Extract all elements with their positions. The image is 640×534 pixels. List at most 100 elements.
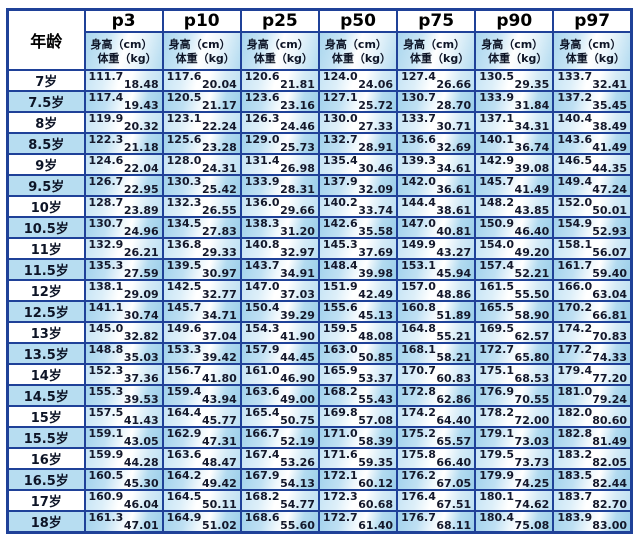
data-cell: 175.2 65.57 <box>396 426 477 449</box>
measure-header-cell: 身高（cm） 体重（kg） <box>396 31 477 71</box>
height-value: 117.4 <box>88 91 124 104</box>
height-value: 157.5 <box>88 406 124 419</box>
data-cell: 164.9 51.02 <box>161 510 242 534</box>
data-cell: 160.5 45.30 <box>83 468 164 491</box>
data-cell: 141.1 30.74 <box>83 300 164 323</box>
weight-value: 29.66 <box>280 204 315 217</box>
table-row: 10.5岁 130.7 24.96 134.5 27.83 138.3 31.20 142.6… <box>6 216 633 239</box>
height-value: 162.9 <box>166 427 202 440</box>
age-cell: 13岁 <box>6 321 86 344</box>
data-cell: 133.9 31.84 <box>474 90 555 113</box>
age-cell: 18岁 <box>6 510 86 534</box>
height-value: 128.0 <box>166 154 202 167</box>
data-cell: 179.5 73.73 <box>474 447 555 470</box>
height-value: 164.8 <box>401 322 436 335</box>
height-value: 130.5 <box>479 70 514 83</box>
weight-value: 60.83 <box>436 372 472 385</box>
table-row: 14岁 152.3 37.36 156.7 41.80 161.0 46.90 165.9 53… <box>6 363 633 386</box>
data-cell: 159.9 44.28 <box>83 447 164 470</box>
weight-value: 44.35 <box>592 162 627 175</box>
height-value: 183.5 <box>557 469 593 482</box>
weight-value: 67.51 <box>436 498 472 511</box>
data-cell: 183.5 82.44 <box>552 468 633 491</box>
weight-value: 24.96 <box>123 225 159 238</box>
data-cell: 182.0 80.60 <box>552 405 633 428</box>
weight-label: 体重（kg） <box>331 52 392 65</box>
height-value: 148.8 <box>88 343 124 356</box>
height-value: 170.2 <box>557 301 593 314</box>
age-cell: 14岁 <box>6 363 86 386</box>
data-cell: 176.9 70.55 <box>474 384 555 407</box>
height-value: 152.0 <box>557 196 593 209</box>
data-cell: 163.0 50.85 <box>317 342 399 365</box>
height-value: 134.5 <box>166 217 202 230</box>
data-cell: 128.0 24.31 <box>161 153 242 176</box>
data-cell: 138.1 29.09 <box>83 279 164 302</box>
table-row: 16.5岁 160.5 45.30 164.2 49.42 167.9 54.13 172.1… <box>6 468 633 491</box>
height-value: 154.0 <box>479 238 514 251</box>
data-cell: 154.9 52.93 <box>552 216 633 239</box>
age-cell: 9.5岁 <box>6 174 86 197</box>
weight-label: 体重（kg） <box>97 52 157 65</box>
data-cell: 175.1 68.53 <box>474 363 555 386</box>
height-value: 132.3 <box>166 196 202 209</box>
data-cell: 163.6 49.00 <box>239 384 320 407</box>
height-value: 163.6 <box>244 385 280 398</box>
height-value: 122.3 <box>88 133 124 146</box>
age-cell: 13.5岁 <box>6 342 86 365</box>
data-cell: 149.9 43.27 <box>396 237 477 260</box>
height-label: 身高（cm） <box>90 38 153 51</box>
height-label: 身高（cm） <box>559 38 622 51</box>
data-cell: 171.0 58.39 <box>317 426 399 449</box>
weight-value: 41.43 <box>123 414 159 427</box>
height-value: 152.3 <box>88 364 124 377</box>
weight-value: 29.35 <box>514 78 550 91</box>
age-cell: 12岁 <box>6 279 86 302</box>
height-value: 157.9 <box>244 343 280 356</box>
weight-value: 20.32 <box>123 120 159 133</box>
data-cell: 147.0 37.03 <box>239 279 320 302</box>
height-value: 148.4 <box>322 259 358 272</box>
height-value: 133.7 <box>401 112 436 125</box>
data-cell: 170.2 66.81 <box>552 300 633 323</box>
height-value: 168.6 <box>244 511 280 524</box>
weight-value: 39.08 <box>514 162 550 175</box>
weight-value: 22.24 <box>201 120 237 133</box>
weight-value: 73.73 <box>514 456 550 469</box>
height-value: 132.7 <box>322 133 358 146</box>
height-value: 145.7 <box>166 301 202 314</box>
height-value: 172.7 <box>479 343 514 356</box>
weight-value: 27.33 <box>358 120 394 133</box>
data-cell: 165.9 53.37 <box>317 363 399 386</box>
weight-value: 22.95 <box>123 183 159 196</box>
height-value: 180.1 <box>479 490 514 503</box>
weight-value: 28.31 <box>280 183 315 196</box>
data-cell: 124.6 22.04 <box>83 153 164 176</box>
weight-value: 75.08 <box>514 519 550 532</box>
data-cell: 145.7 41.49 <box>474 174 555 197</box>
height-value: 123.6 <box>244 91 280 104</box>
height-value: 172.3 <box>322 490 358 503</box>
table-row: 13岁 145.0 32.82 149.6 37.04 154.3 41.90 159.5 48… <box>6 321 633 344</box>
weight-value: 26.66 <box>436 78 472 91</box>
data-cell: 129.0 25.73 <box>239 132 320 155</box>
weight-value: 48.47 <box>201 456 237 469</box>
weight-value: 46.40 <box>514 225 550 238</box>
height-value: 167.4 <box>244 448 280 461</box>
weight-value: 25.73 <box>280 141 315 154</box>
height-value: 176.7 <box>401 511 436 524</box>
data-cell: 164.4 45.77 <box>161 405 242 428</box>
data-cell: 180.4 75.08 <box>474 510 555 534</box>
weight-value: 28.70 <box>436 99 472 112</box>
weight-value: 23.28 <box>201 141 237 154</box>
height-value: 133.9 <box>479 91 514 104</box>
data-cell: 145.7 34.71 <box>161 300 242 323</box>
age-cell: 10岁 <box>6 195 86 218</box>
age-cell: 14.5岁 <box>6 384 86 407</box>
weight-value: 53.37 <box>358 372 394 385</box>
weight-value: 44.28 <box>123 456 159 469</box>
column-header-p75: p75 <box>396 8 477 33</box>
data-cell: 148.8 35.03 <box>83 342 164 365</box>
data-cell: 142.9 39.08 <box>474 153 555 176</box>
weight-value: 35.03 <box>123 351 159 364</box>
